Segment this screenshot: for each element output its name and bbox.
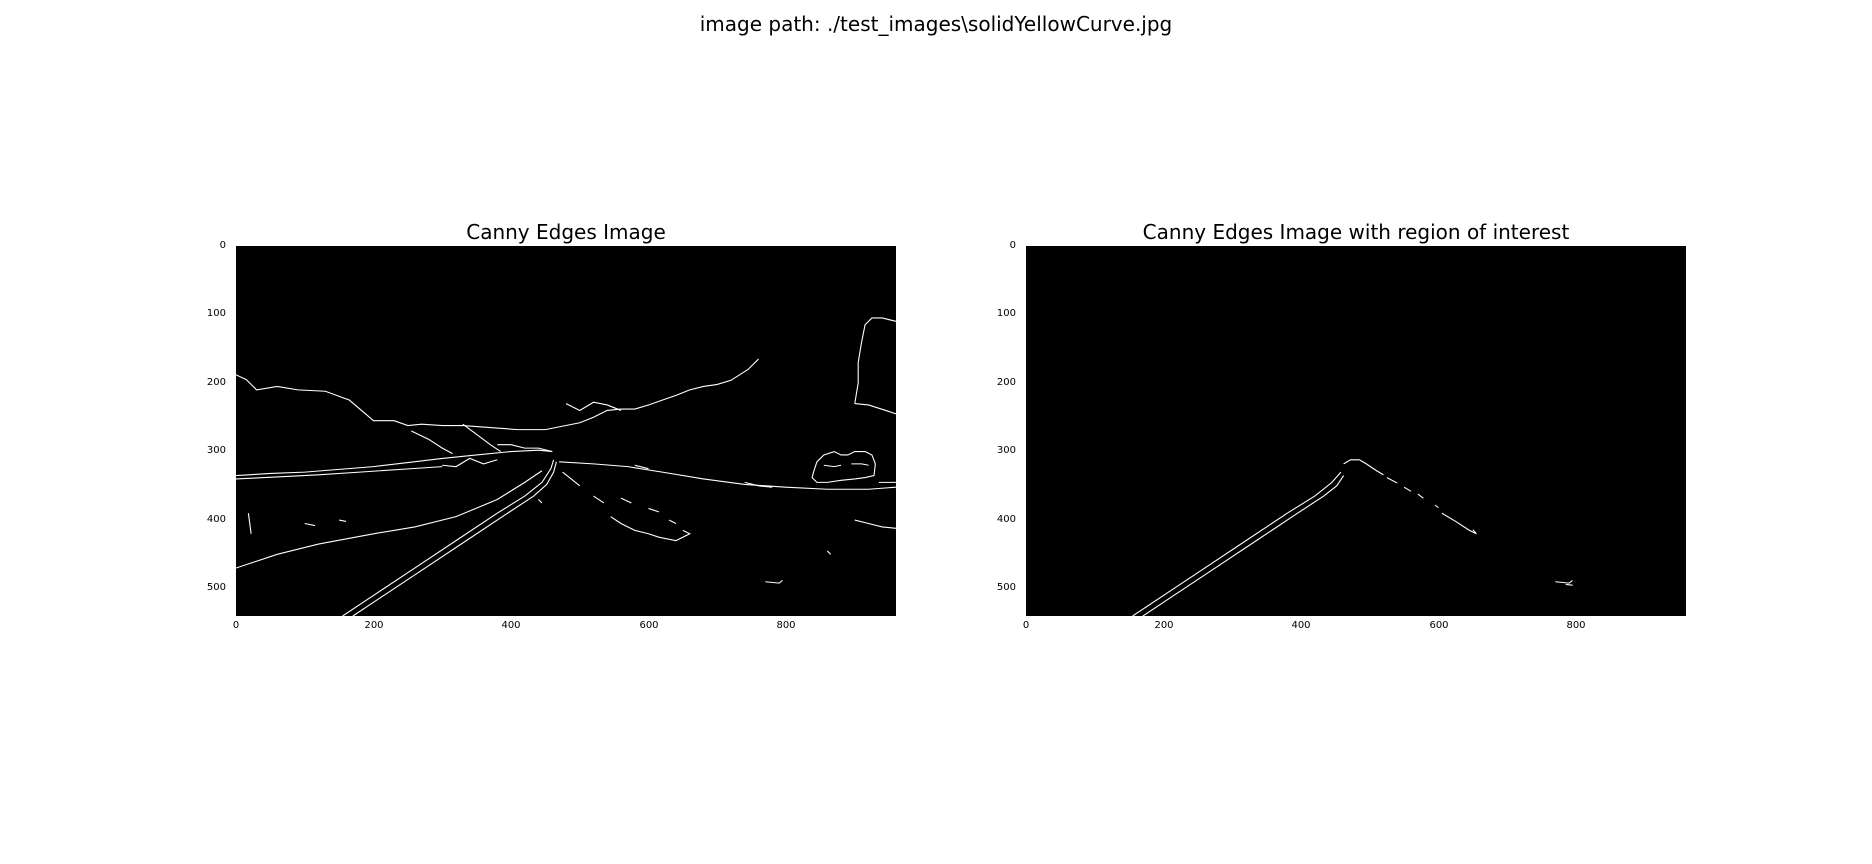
panel-1-ytick: 200 [206, 377, 226, 388]
panel-2-xtick: 200 [1154, 620, 1174, 631]
panel-2-xtick: 600 [1429, 620, 1449, 631]
panel-2-ytick: 500 [996, 582, 1016, 593]
panel-1-xtick: 0 [232, 620, 240, 631]
panel-1-ytick: 300 [206, 445, 226, 456]
panel-2-ytick: 0 [1009, 240, 1016, 251]
panel-2-ytick: 400 [996, 514, 1016, 525]
panel-1-ytick: 0 [219, 240, 226, 251]
figure-title: image path: ./test_images\solidYellowCur… [699, 12, 1173, 36]
panel-2-ytick: 100 [996, 308, 1016, 319]
panel-1-xtick: 800 [776, 620, 796, 631]
panel-2-xtick: 800 [1566, 620, 1586, 631]
panel-1-ytick: 100 [206, 308, 226, 319]
panel-2-title: Canny Edges Image with region of interes… [1142, 220, 1570, 244]
canny-edges-roi-image [1026, 246, 1686, 616]
panel-1-title: Canny Edges Image [466, 220, 666, 244]
panel-2-xtick: 400 [1291, 620, 1311, 631]
panel-1-ytick: 500 [206, 582, 226, 593]
panel-2-ytick: 300 [996, 445, 1016, 456]
panel-2-ytick: 200 [996, 377, 1016, 388]
panel-1-xtick: 200 [364, 620, 384, 631]
panel-1-xtick: 400 [501, 620, 521, 631]
panel-1-xtick: 600 [639, 620, 659, 631]
panel-2-xtick: 0 [1022, 620, 1030, 631]
canny-edges-image [236, 246, 896, 616]
panel-1-ytick: 400 [206, 514, 226, 525]
